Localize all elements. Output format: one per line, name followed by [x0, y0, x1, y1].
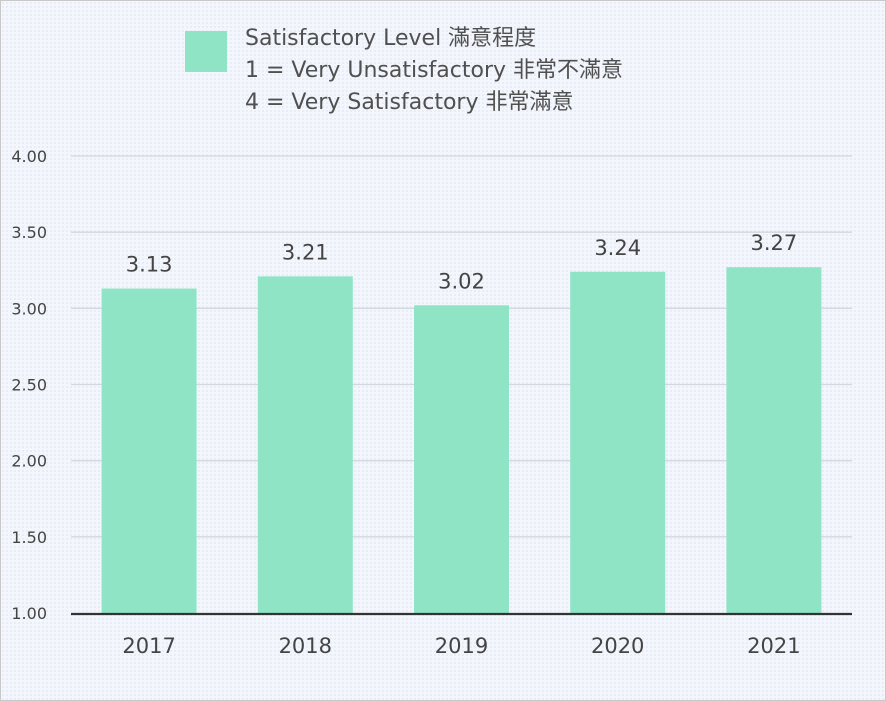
- data-label: 3.13: [126, 253, 173, 277]
- bar: [257, 276, 353, 613]
- x-tick-label: 2021: [747, 634, 800, 658]
- x-tick-label: 2020: [591, 634, 644, 658]
- data-label: 3.21: [282, 240, 329, 264]
- legend-text: Satisfactory Level 滿意程度 1 = Very Unsatis…: [245, 23, 725, 119]
- bar: [726, 267, 822, 613]
- legend-line-max: 4 = Very Satisfactory 非常滿意: [245, 90, 574, 115]
- legend-line-title: Satisfactory Level 滿意程度: [245, 26, 537, 51]
- bar: [414, 305, 509, 613]
- bar: [101, 288, 197, 613]
- bar: [570, 271, 666, 613]
- x-tick-label: 2017: [122, 634, 175, 658]
- legend-line-min: 1 = Very Unsatisfactory 非常不滿意: [245, 58, 624, 83]
- legend-swatch: [185, 31, 227, 72]
- y-tick-label: 1.50: [11, 528, 47, 547]
- y-tick-label: 3.00: [11, 299, 47, 318]
- x-tick-label: 2019: [435, 634, 488, 658]
- y-tick-label: 1.00: [11, 604, 47, 623]
- y-tick-label: 3.50: [11, 223, 47, 242]
- y-tick-label: 2.00: [11, 452, 47, 471]
- data-label: 3.02: [438, 269, 485, 293]
- y-tick-label: 4.00: [11, 147, 47, 166]
- x-tick-label: 2018: [279, 634, 332, 658]
- data-label: 3.24: [594, 236, 641, 260]
- y-tick-label: 2.50: [11, 376, 47, 395]
- data-label: 3.27: [751, 231, 798, 255]
